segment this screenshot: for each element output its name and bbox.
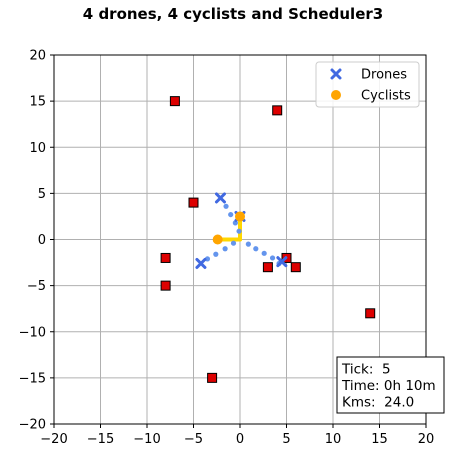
drone-marker-cross — [195, 257, 207, 269]
y-tick-label: 0 — [38, 233, 46, 248]
legend-drones-marker — [330, 68, 342, 80]
x-tick-label: 15 — [371, 432, 388, 447]
target-marker — [160, 252, 171, 263]
drone-path-dot — [269, 255, 276, 261]
legend: Drones Cyclists — [315, 61, 420, 108]
target-marker — [207, 372, 218, 383]
drone-marker — [276, 256, 288, 268]
legend-drones-label: Drones — [361, 68, 407, 83]
target-marker — [160, 280, 171, 291]
y-tick-label: −20 — [19, 418, 46, 433]
legend-cyclists-marker — [331, 90, 341, 100]
chart-title: 4 drones, 4 cyclists and Scheduler3 — [83, 5, 383, 23]
y-tick-label: 10 — [29, 141, 46, 156]
x-tick-label: 5 — [282, 432, 290, 447]
y-tick-label: −15 — [19, 371, 46, 386]
target-marker — [272, 105, 283, 116]
y-tick-label: 20 — [29, 49, 46, 64]
x-tick-label: 10 — [325, 432, 342, 447]
target-marker — [262, 262, 273, 273]
x-tick-label: 0 — [236, 432, 244, 447]
drone-path-dot — [261, 250, 267, 256]
y-tick-label: −5 — [27, 279, 46, 294]
info-kms: Kms: 24.0 — [342, 395, 414, 411]
x-tick-label: −15 — [87, 432, 114, 447]
info-box-frame — [336, 356, 445, 414]
drone-marker-cross — [214, 192, 226, 204]
x-tick-label: 20 — [418, 432, 435, 447]
legend-box — [315, 61, 420, 108]
info-time: Time: 0h 10m — [341, 378, 436, 394]
target-marker — [188, 197, 199, 208]
target-marker — [169, 96, 180, 107]
x-tick-label: −20 — [40, 432, 67, 447]
drone-marker — [214, 192, 226, 204]
target-marker — [290, 262, 301, 273]
drone-path-dot — [222, 246, 228, 252]
drone-path-dot — [230, 240, 237, 246]
x-tick-label: −10 — [133, 432, 160, 447]
x-tick-label: −5 — [184, 432, 203, 447]
legend-cyclists-label: Cyclists — [361, 89, 411, 104]
drone-path-dot — [228, 211, 234, 218]
y-tick-label: 5 — [38, 187, 46, 202]
drone-path-dot — [253, 246, 259, 252]
cyclist-marker — [235, 211, 245, 222]
y-tick-label: 15 — [29, 95, 46, 110]
y-tick-label: −10 — [19, 325, 46, 340]
drone-path-dot — [245, 241, 251, 247]
drone-path-dot — [223, 203, 229, 209]
drone-path-dot — [236, 228, 242, 234]
drone-marker — [195, 257, 207, 269]
cyclist-marker — [212, 234, 223, 245]
drone-marker-cross — [276, 256, 288, 268]
ticks: −20 −15 −10 −5 0 5 10 15 20 −20 −15 −10 −5 0 5 10 15 20 — [19, 49, 435, 448]
markers — [160, 96, 376, 383]
info-tick: Tick: 5 — [341, 362, 391, 378]
drone-path-dot — [213, 251, 219, 257]
target-marker — [365, 308, 376, 319]
info-box: Tick: 5 Time: 0h 10m Kms: 24.0 — [336, 356, 445, 414]
